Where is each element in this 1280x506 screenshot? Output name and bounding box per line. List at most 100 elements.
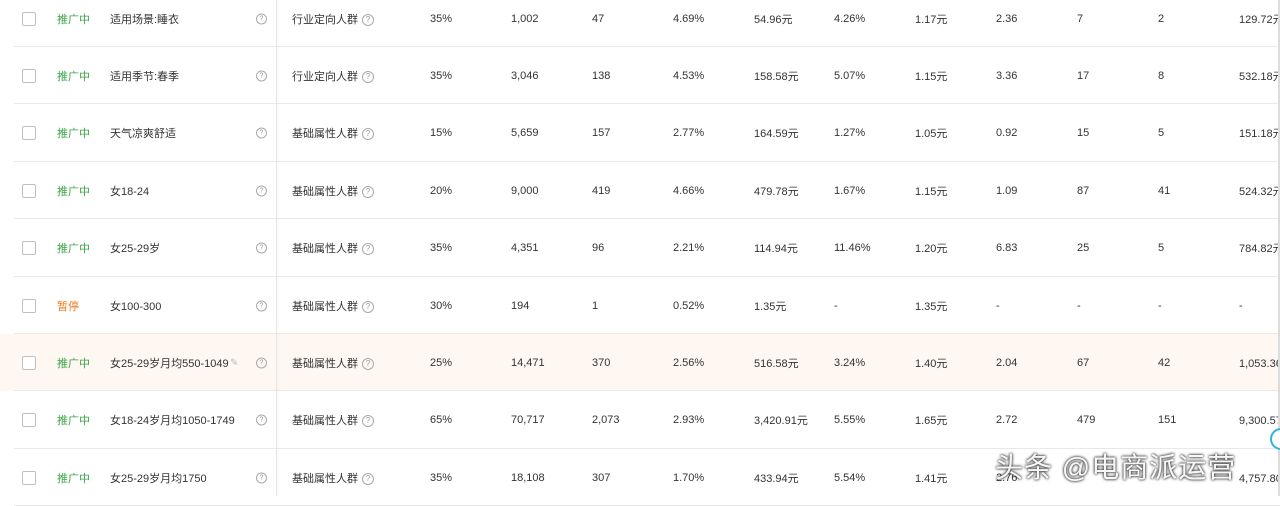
cpc-value: 1.20元: [915, 243, 948, 256]
table-row[interactable]: 推广中 女25-29岁月均1750 ? 基础属性人群? 35% 18,108 3…: [0, 449, 1280, 506]
table-row[interactable]: 推广中 女25-29岁月均550-1049 ✎ ? 基础属性人群? 25% 14…: [0, 334, 1280, 392]
table-row[interactable]: 暂停 女100-300 ? 基础属性人群? 30% 194 1 0.52% 1.…: [0, 277, 1280, 334]
row-checkbox[interactable]: [22, 298, 36, 313]
status-label[interactable]: 推广中: [57, 128, 90, 141]
impressions-value: 9,000: [511, 184, 539, 197]
deal-amount-value: 532.18元: [1239, 70, 1280, 83]
row-checkbox[interactable]: [22, 183, 36, 198]
table-row[interactable]: 推广中 适用场景:睡衣 ? 行业定向人群? 35% 1,002 47 4.69%…: [0, 0, 1280, 47]
roi-value: 3.36: [996, 69, 1018, 82]
crowd-type: 基础属性人群?: [292, 355, 374, 371]
help-icon[interactable]: ?: [362, 415, 374, 428]
crowd-type: 基础属性人群?: [292, 183, 374, 199]
status-label[interactable]: 推广中: [57, 357, 90, 370]
table-row[interactable]: 推广中 适用季节:春季 ? 行业定向人群? 35% 3,046 138 4.53…: [0, 47, 1280, 105]
crowd-type: 行业定向人群?: [292, 68, 374, 84]
row-checkbox[interactable]: [22, 11, 36, 26]
clicks-value: 370: [592, 356, 611, 369]
roi-value: 2.76: [996, 471, 1018, 484]
help-icon[interactable]: ?: [362, 13, 374, 26]
premium-value[interactable]: 15%: [430, 127, 453, 140]
table-row[interactable]: 推广中 女18-24 ? 基础属性人群? 20% 9,000 419 4.66%…: [0, 162, 1280, 220]
status-label[interactable]: 推广中: [57, 13, 90, 26]
premium-value[interactable]: 65%: [430, 414, 453, 427]
table-row[interactable]: 推广中 天气凉爽舒适 ? 基础属性人群? 15% 5,659 157 2.77%…: [0, 105, 1280, 162]
help-icon[interactable]: ?: [256, 127, 267, 139]
crowd-name: 适用场景:睡衣: [110, 13, 180, 26]
premium-value[interactable]: 35%: [430, 69, 453, 82]
help-icon[interactable]: ?: [362, 472, 374, 485]
impressions-value: 194: [511, 299, 530, 312]
deals-value: 5: [1158, 127, 1165, 140]
favorites-value: 17: [1077, 69, 1090, 82]
help-icon[interactable]: ?: [256, 185, 267, 197]
premium-value[interactable]: 35%: [430, 242, 453, 255]
table-scrollbar[interactable]: [1278, 0, 1280, 496]
row-checkbox[interactable]: [22, 126, 36, 141]
help-icon[interactable]: ?: [362, 185, 374, 198]
row-checkbox[interactable]: [22, 413, 36, 428]
conversion-rate-value: -: [834, 299, 838, 312]
impressions-value: 5,659: [511, 127, 539, 140]
conversion-rate-value: 1.27%: [834, 127, 866, 140]
favorites-value: 25: [1077, 242, 1090, 255]
help-icon[interactable]: ?: [256, 70, 267, 82]
row-checkbox[interactable]: [22, 68, 36, 83]
watermark: 头条 @电商派运营: [995, 452, 1237, 483]
row-checkbox[interactable]: [22, 470, 36, 485]
help-icon[interactable]: ?: [362, 243, 374, 256]
premium-value[interactable]: 30%: [430, 299, 453, 312]
edit-pencil-icon[interactable]: ✎: [230, 357, 239, 369]
help-icon[interactable]: ?: [256, 13, 267, 24]
status-label[interactable]: 推广中: [57, 243, 90, 256]
premium-value[interactable]: 20%: [430, 184, 453, 197]
clicks-value: 2,073: [592, 414, 620, 427]
row-divider: [14, 103, 1280, 105]
row-checkbox[interactable]: [22, 355, 36, 370]
frozen-column-divider: [276, 0, 277, 496]
help-icon[interactable]: ?: [256, 242, 267, 254]
conversion-rate-value: 4.26%: [834, 12, 866, 25]
premium-value[interactable]: 35%: [430, 12, 453, 25]
premium-value[interactable]: 25%: [430, 356, 453, 369]
ctr-value: 4.66%: [673, 184, 705, 197]
help-icon[interactable]: ?: [256, 357, 267, 369]
table-row[interactable]: 推广中 女18-24岁月均1050-1749 ? 基础属性人群? 65% 70,…: [0, 392, 1280, 449]
crowd-type: 基础属性人群?: [292, 412, 374, 428]
status-label[interactable]: 推广中: [57, 415, 90, 428]
status-label[interactable]: 推广中: [57, 185, 90, 198]
help-icon[interactable]: ?: [362, 128, 374, 141]
deals-value: 42: [1158, 356, 1171, 369]
clicks-value: 1: [592, 299, 599, 312]
help-icon[interactable]: ?: [362, 357, 374, 370]
crowd-type: 基础属性人群?: [292, 298, 374, 314]
status-label[interactable]: 暂停: [57, 300, 79, 313]
cpc-value: 1.15元: [915, 185, 948, 198]
deal-amount-value: 151.18元: [1239, 128, 1280, 141]
row-checkbox[interactable]: [22, 241, 36, 256]
help-icon[interactable]: ?: [256, 472, 267, 484]
ctr-value: 4.69%: [673, 12, 705, 25]
clicks-value: 157: [592, 127, 611, 140]
table-row[interactable]: 推广中 女25-29岁 ? 基础属性人群? 35% 4,351 96 2.21%…: [0, 220, 1280, 277]
conversion-rate-value: 1.67%: [834, 184, 866, 197]
help-icon[interactable]: ?: [256, 300, 267, 311]
roi-value: -: [996, 299, 1000, 312]
cost-value: 3,420.91元: [754, 415, 808, 428]
deals-value: -: [1158, 299, 1162, 312]
crowd-name: 女25-29岁: [110, 243, 161, 256]
help-icon[interactable]: ?: [362, 300, 374, 313]
ctr-value: 2.93%: [673, 414, 705, 427]
cpc-value: 1.05元: [915, 128, 948, 141]
status-label[interactable]: 推广中: [57, 472, 90, 485]
status-label[interactable]: 推广中: [57, 70, 90, 83]
ctr-value: 4.53%: [673, 69, 705, 82]
help-icon[interactable]: ?: [362, 70, 374, 83]
premium-value[interactable]: 35%: [430, 471, 453, 484]
crowd-name: 女100-300: [110, 300, 162, 313]
help-icon[interactable]: ?: [256, 414, 267, 426]
favorites-value: 7: [1077, 12, 1084, 25]
impressions-value: 3,046: [511, 69, 539, 82]
cost-value: 54.96元: [754, 13, 793, 26]
ctr-value: 2.21%: [673, 242, 705, 255]
